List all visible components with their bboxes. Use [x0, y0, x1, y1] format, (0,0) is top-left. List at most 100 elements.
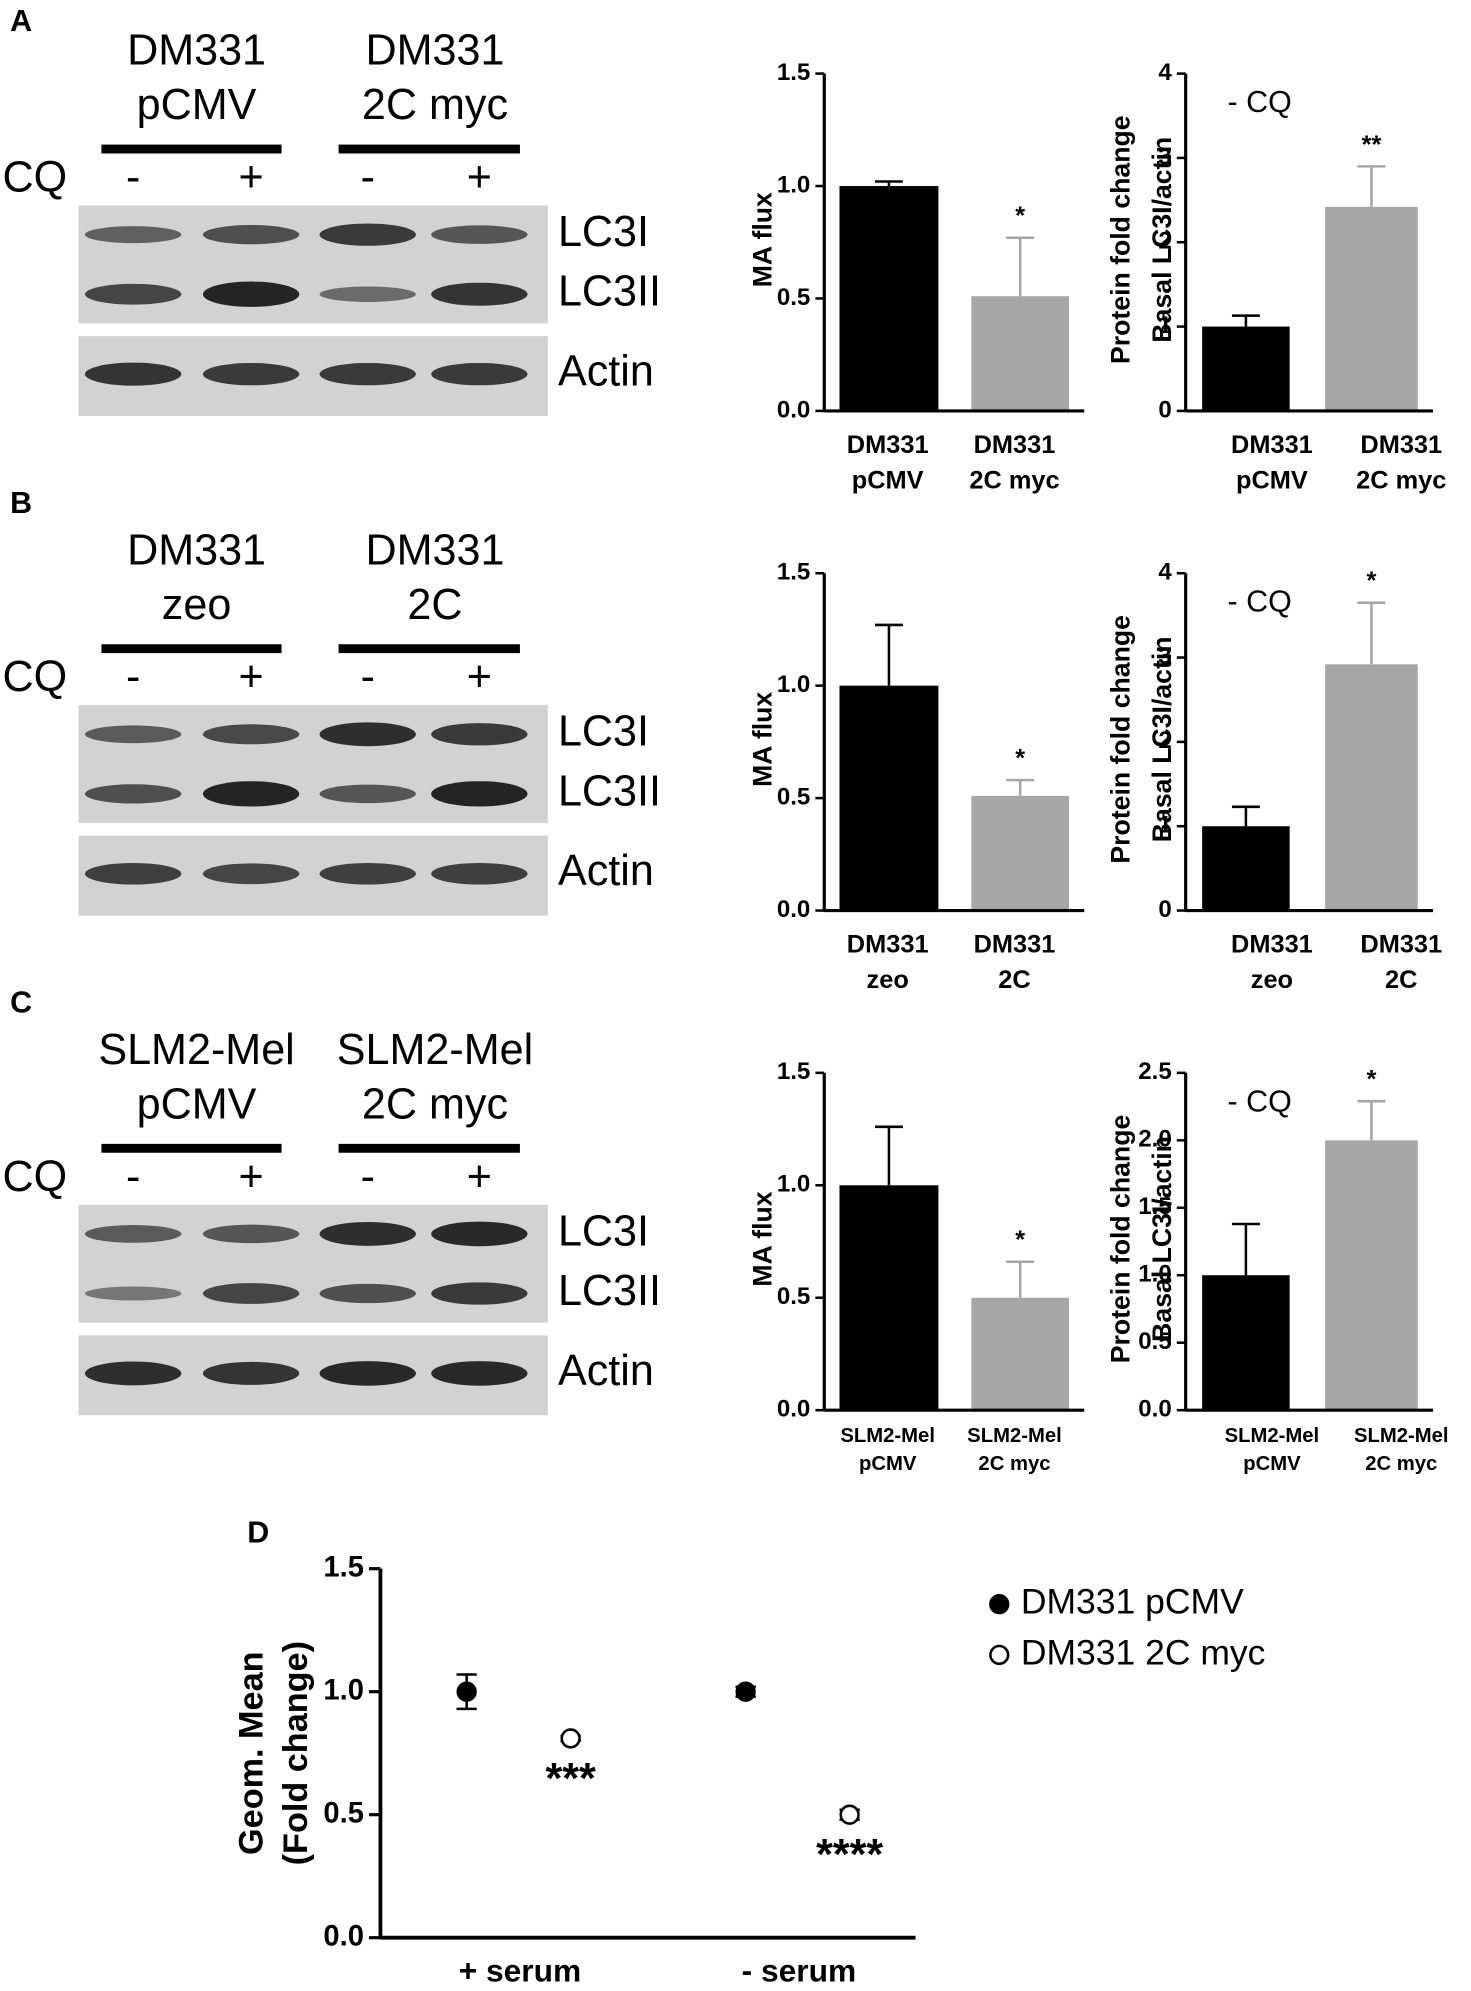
panel-label: B [10, 486, 32, 520]
band [431, 1282, 528, 1305]
column-header: DM331 [365, 27, 504, 75]
bar [1325, 1140, 1418, 1411]
bar [971, 296, 1070, 411]
x-tick-label: DM331 [847, 931, 929, 959]
x-tick-label: DM331 [1360, 931, 1442, 959]
treatment-label: CQ [3, 653, 68, 701]
bar [971, 795, 1070, 911]
y-tick-label: 1.0 [777, 171, 810, 198]
band [202, 1224, 300, 1244]
band [431, 225, 528, 244]
y-tick-label: 3 [1158, 143, 1171, 170]
band [202, 362, 300, 386]
y-tick-label: 1.5 [777, 59, 810, 86]
bar [839, 186, 939, 411]
band [319, 862, 416, 885]
x-tick-label: pCMV [1243, 1453, 1301, 1475]
bar [1325, 664, 1418, 911]
column-header: SLM2-Mel [337, 1026, 533, 1074]
y-axis-label: Protein fold change [1105, 1115, 1135, 1364]
band [202, 1283, 300, 1304]
x-tick-label: SLM2-Mel [967, 1425, 1062, 1447]
y-tick-label: 4 [1158, 59, 1172, 86]
band [84, 1225, 182, 1243]
y-tick-label: 2.0 [1138, 1126, 1171, 1153]
legend-label: DM331 2C myc [1021, 1632, 1266, 1672]
y-tick-label: 0.0 [777, 1396, 810, 1423]
band [319, 1221, 416, 1246]
y-tick-label: 1.0 [777, 1171, 810, 1198]
x-tick-label: pCMV [852, 467, 924, 495]
y-tick-label: 0.0 [777, 896, 810, 923]
y-tick-label: 0.5 [777, 1283, 810, 1310]
x-tick-label: 2C myc [1365, 1453, 1437, 1475]
header-bar [101, 144, 282, 154]
blot-panel: DM331 pCMV DM331 2C myc CQ - + - + LC3I LC3II Actin [3, 27, 661, 416]
y-tick-label: 2 [1158, 228, 1171, 255]
treatment: + [467, 154, 492, 202]
treatment: - [361, 1153, 375, 1201]
y-tick-label: 1.5 [323, 1551, 364, 1583]
y-axis-label: Protein fold change [1105, 115, 1135, 364]
x-tick-label: 2C [1385, 966, 1417, 994]
x-tick-label: DM331 [847, 431, 929, 459]
x-tick-label: 2C myc [969, 467, 1059, 495]
x-tick-label: DM331 [974, 931, 1056, 959]
significance: ** [1362, 131, 1382, 159]
panel-label: D [247, 1515, 269, 1549]
treatment: - [126, 653, 140, 701]
bar [1202, 326, 1290, 411]
x-tick-label: DM331 [974, 431, 1056, 459]
significance: *** [545, 1755, 596, 1803]
y-tick-label: 1.0 [1138, 1261, 1171, 1288]
y-tick-label: 0.5 [1138, 1328, 1171, 1355]
bar [839, 1185, 939, 1411]
band-label: LC3II [558, 767, 661, 815]
significance: **** [816, 1831, 883, 1879]
y-tick-label: 0.0 [1138, 1396, 1171, 1423]
band [431, 362, 528, 386]
significance: * [1367, 1066, 1377, 1094]
x-tick-label: SLM2-Mel [1225, 1425, 1320, 1447]
band [202, 1361, 300, 1385]
band [84, 283, 182, 305]
band [319, 722, 416, 747]
x-tick-label: DM331 [1360, 431, 1442, 459]
x-tick-label: zeo [867, 966, 909, 994]
band [202, 781, 300, 807]
band-label: Actin [558, 348, 654, 396]
bar [1202, 826, 1290, 911]
bar [1202, 1275, 1290, 1411]
significance: * [1015, 1226, 1025, 1254]
treatment: + [238, 653, 263, 701]
y-tick-label: 1.0 [323, 1674, 364, 1706]
y-tick-label: 1.0 [777, 671, 810, 698]
x-tick-label: pCMV [1236, 467, 1308, 495]
column-header: DM331 [127, 526, 266, 574]
band [84, 725, 182, 744]
band [431, 862, 528, 885]
y-tick-label: 3 [1158, 643, 1171, 670]
header-bar [101, 1143, 282, 1153]
band [319, 362, 416, 386]
band [84, 226, 182, 244]
column-header: DM331 [365, 526, 504, 574]
band [84, 362, 182, 386]
treatment: - [126, 1153, 140, 1201]
column-header: SLM2-Mel [98, 1026, 294, 1074]
treatment: + [238, 1153, 263, 1201]
y-axis-label: MA flux [748, 1191, 778, 1286]
legend-marker [989, 1644, 1010, 1666]
treatment-label: CQ [3, 154, 68, 202]
band [431, 282, 528, 306]
y-tick-label: 1 [1158, 812, 1171, 839]
band [84, 862, 182, 885]
column-header: DM331 [127, 27, 266, 75]
data-point [456, 1681, 477, 1702]
panel-label: A [10, 4, 32, 38]
y-axis-label: MA flux [748, 192, 778, 287]
legend-marker [989, 1594, 1010, 1615]
y-tick-label: 0 [1158, 396, 1171, 423]
header-bar [338, 1143, 520, 1153]
